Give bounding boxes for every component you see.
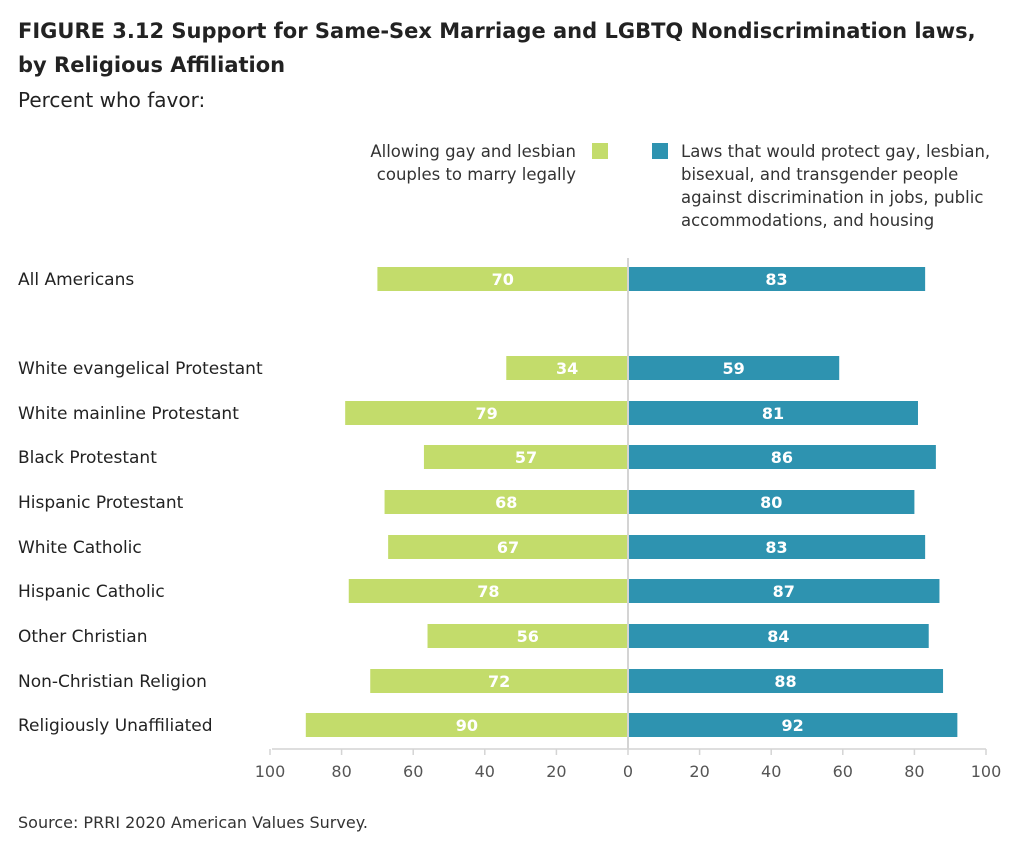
data-label-marriage: 57 <box>515 448 537 467</box>
data-label-nondiscrimination: 83 <box>765 538 787 557</box>
bar-nondiscrimination <box>628 579 940 603</box>
bar-nondiscrimination <box>628 490 915 514</box>
bar-nondiscrimination <box>628 445 936 469</box>
bar-marriage <box>427 624 628 648</box>
data-label-marriage: 70 <box>492 270 514 289</box>
bar-marriage <box>423 445 628 469</box>
bar-marriage <box>305 713 628 737</box>
data-label-nondiscrimination: 87 <box>773 582 795 601</box>
source-note: Source: PRRI 2020 American Values Survey… <box>18 813 368 832</box>
bar-nondiscrimination <box>628 535 926 559</box>
bar-nondiscrimination <box>628 356 840 380</box>
data-label-nondiscrimination: 86 <box>771 448 793 467</box>
data-label-nondiscrimination: 88 <box>774 672 796 691</box>
x-tick-label: 20 <box>546 762 566 781</box>
chart-subtitle: Percent who favor: <box>18 88 206 112</box>
bar-nondiscrimination <box>628 267 926 291</box>
data-label-marriage: 34 <box>556 359 578 378</box>
bar-marriage <box>384 490 628 514</box>
category-label: Hispanic Catholic <box>18 582 165 602</box>
data-label-marriage: 79 <box>475 404 497 423</box>
x-tick-label: 80 <box>904 762 924 781</box>
category-label: Religiously Unaffiliated <box>18 716 213 736</box>
bar-marriage <box>345 401 628 425</box>
category-label: White Catholic <box>18 538 142 558</box>
bar-marriage <box>348 579 628 603</box>
data-label-nondiscrimination: 59 <box>722 359 744 378</box>
bar-nondiscrimination <box>628 713 958 737</box>
data-label-marriage: 67 <box>497 538 519 557</box>
data-label-nondiscrimination: 80 <box>760 493 782 512</box>
category-label: White evangelical Protestant <box>18 359 263 379</box>
data-label-nondiscrimination: 84 <box>767 627 789 646</box>
data-label-marriage: 90 <box>456 716 478 735</box>
bar-marriage <box>388 535 628 559</box>
chart-title: FIGURE 3.12 Support for Same-Sex Marriag… <box>18 19 976 77</box>
legend-swatch-nondiscrimination <box>652 143 668 159</box>
x-tick-label: 80 <box>331 762 351 781</box>
category-label: Hispanic Protestant <box>18 493 184 513</box>
x-tick-label: 60 <box>833 762 853 781</box>
category-label: All Americans <box>18 270 134 290</box>
data-label-marriage: 78 <box>477 582 499 601</box>
category-label: Black Protestant <box>18 448 157 468</box>
x-tick-label: 100 <box>971 762 1002 781</box>
bar-marriage <box>506 356 628 380</box>
x-tick-label: 60 <box>403 762 423 781</box>
legend-label-nondiscrimination: Laws that would protect gay, lesbian, bi… <box>681 142 991 230</box>
data-label-marriage: 68 <box>495 493 517 512</box>
data-label-marriage: 72 <box>488 672 510 691</box>
bar-nondiscrimination <box>628 624 929 648</box>
x-tick-label: 40 <box>475 762 495 781</box>
data-label-nondiscrimination: 81 <box>762 404 784 423</box>
x-tick-label: 0 <box>623 762 633 781</box>
data-label-nondiscrimination: 92 <box>782 716 804 735</box>
x-tick-label: 20 <box>689 762 709 781</box>
x-tick-label: 100 <box>255 762 286 781</box>
x-tick-label: 40 <box>761 762 781 781</box>
category-label: Other Christian <box>18 627 147 647</box>
data-label-nondiscrimination: 83 <box>765 270 787 289</box>
category-label: White mainline Protestant <box>18 404 239 424</box>
bar-marriage <box>377 267 628 291</box>
bar-marriage <box>370 669 628 693</box>
legend-swatch-marriage <box>592 143 608 159</box>
bar-nondiscrimination <box>628 401 918 425</box>
category-label: Non-Christian Religion <box>18 672 207 692</box>
legend-label-marriage: Allowing gay and lesbian couples to marr… <box>370 142 576 184</box>
data-label-marriage: 56 <box>517 627 539 646</box>
bar-nondiscrimination <box>628 669 944 693</box>
